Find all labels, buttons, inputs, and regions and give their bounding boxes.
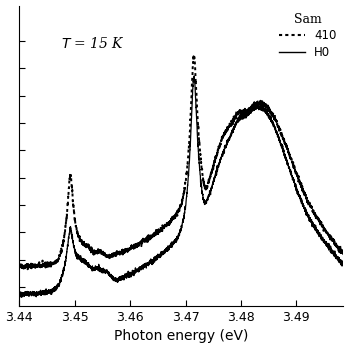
H0 [17,294,21,298]
H0 [192,74,196,78]
H0 [55,283,59,287]
410 [343,253,348,257]
H0 [307,217,312,221]
H0 [145,261,149,265]
H0 [343,264,348,268]
Legend: 410, H0: 410, H0 [274,8,341,64]
410 [17,263,21,268]
Line: 410: 410 [19,55,349,269]
H0 [75,257,79,261]
410 [75,229,79,233]
410 [307,201,312,205]
410 [159,227,163,231]
410 [145,240,149,244]
410 [25,267,30,272]
410 [55,259,59,263]
Line: H0: H0 [19,76,349,297]
Text: $T$ = 15 K: $T$ = 15 K [61,36,126,51]
H0 [159,254,163,258]
410 [192,53,196,57]
X-axis label: Photon energy (eV): Photon energy (eV) [114,329,248,343]
H0 [19,295,23,299]
